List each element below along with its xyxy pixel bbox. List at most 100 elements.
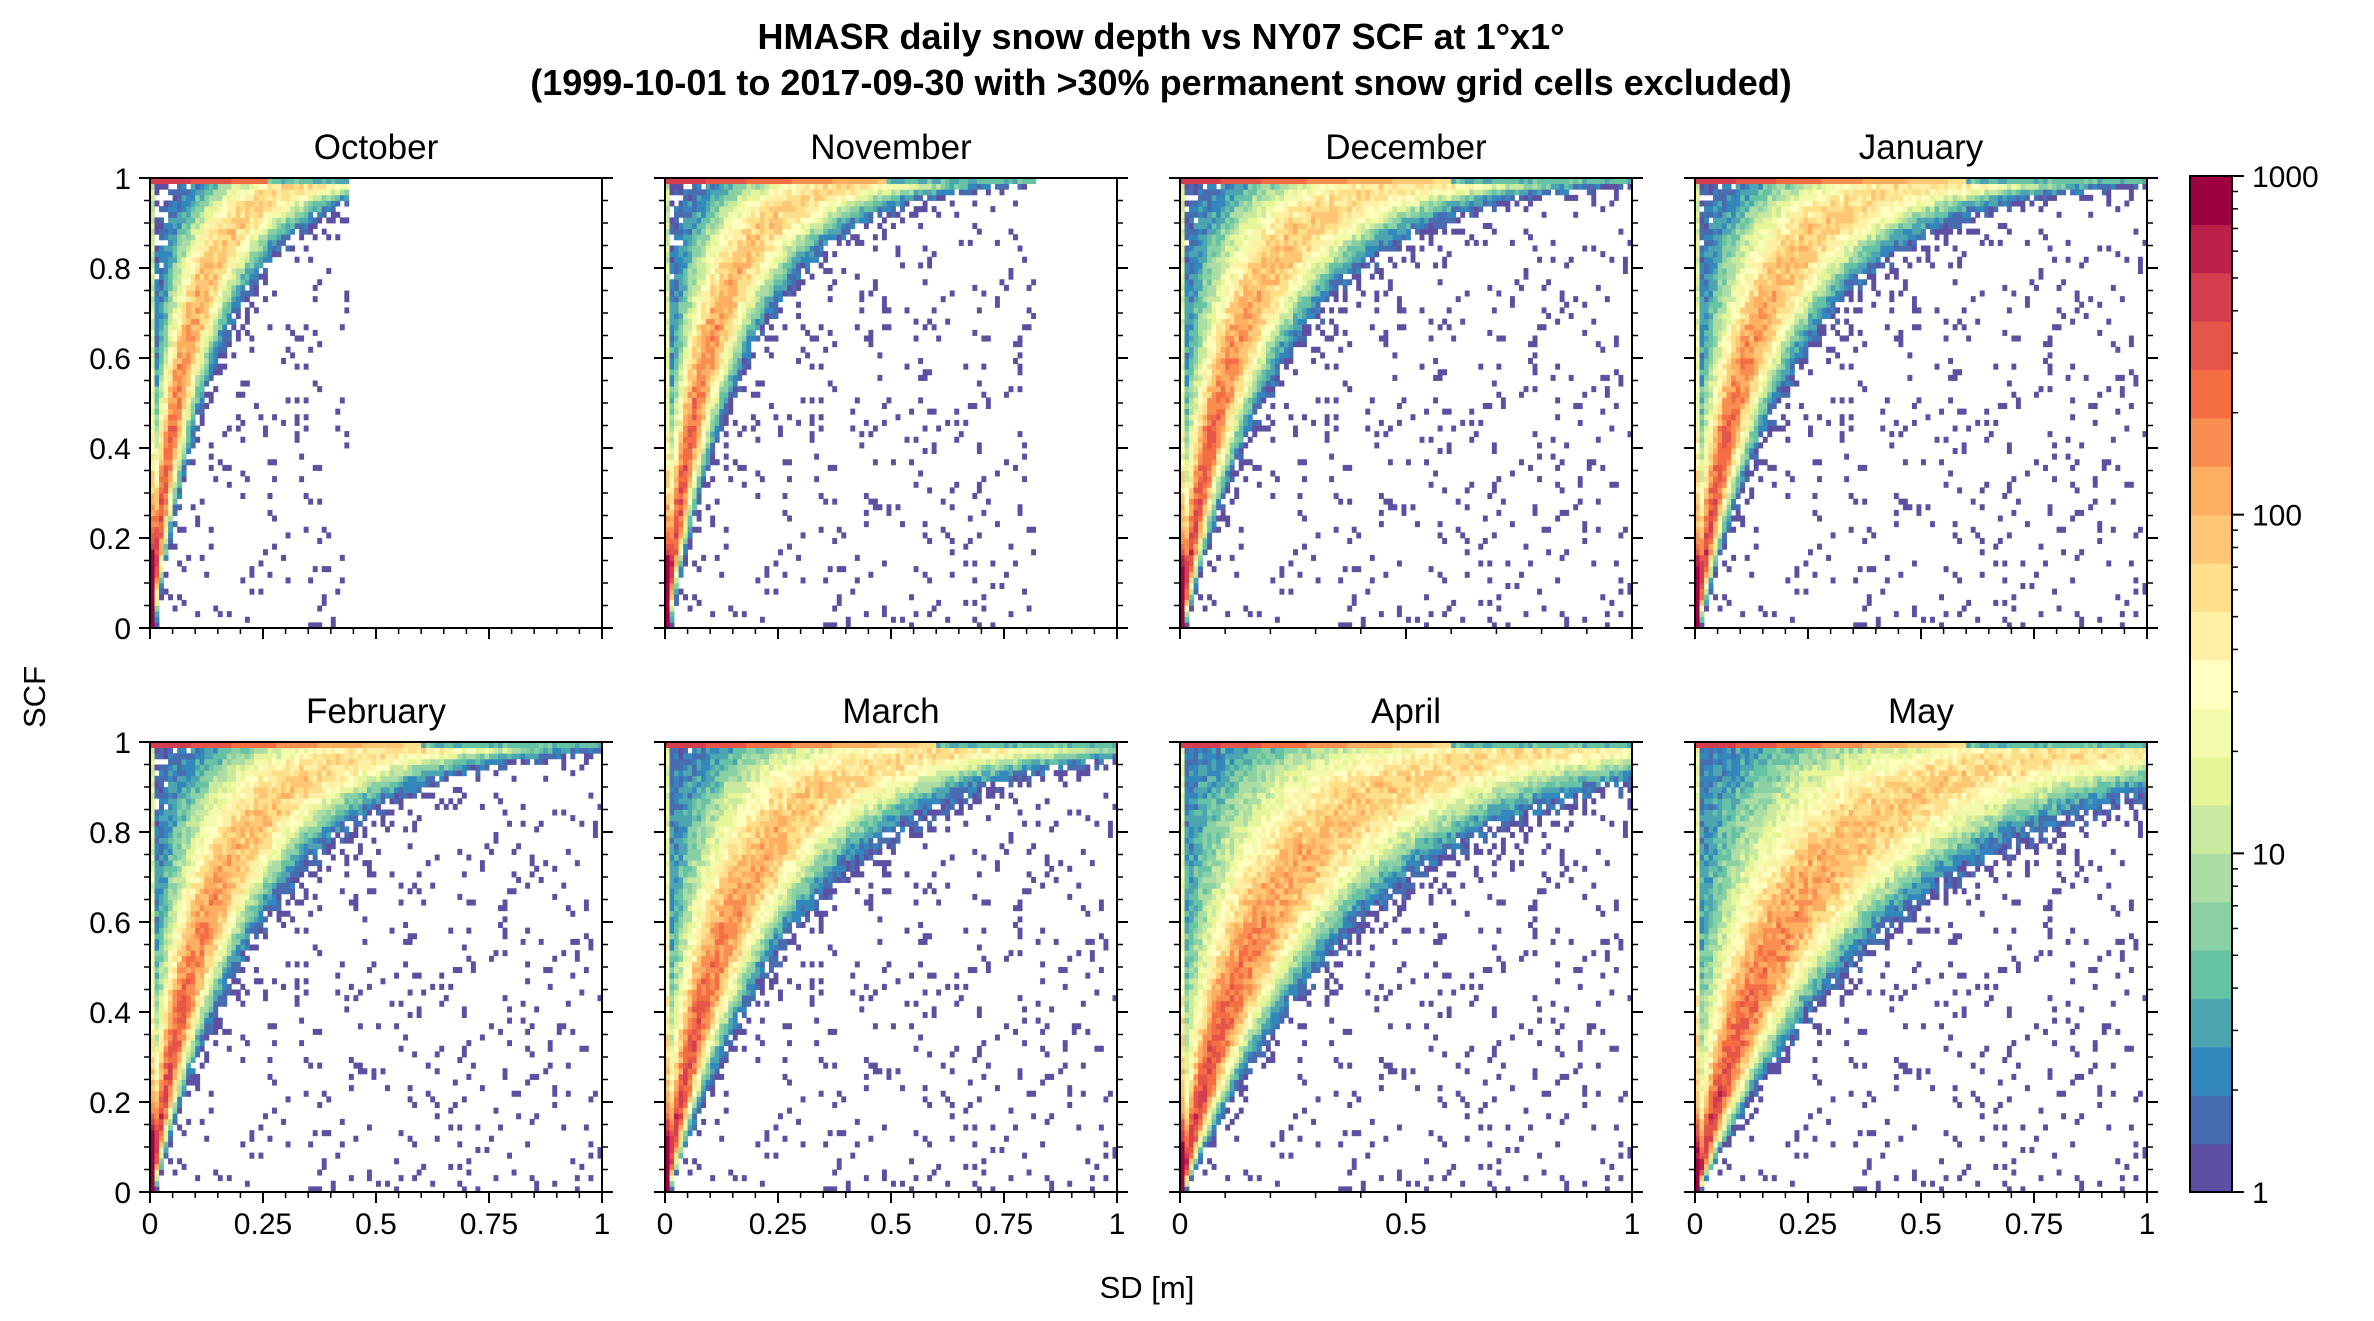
heatmap-cell (863, 217, 869, 224)
heatmap-cell (267, 194, 273, 201)
heatmap-cell (714, 223, 720, 230)
heatmap-cell (696, 318, 702, 325)
heatmap-cell (1225, 380, 1231, 387)
heatmap-cell (787, 414, 792, 421)
heatmap-cell (710, 408, 716, 415)
heatmap-cell (773, 268, 779, 275)
heatmap-cell (1180, 329, 1185, 336)
heatmap-cell (1546, 313, 1552, 320)
heatmap-cell (755, 324, 761, 331)
heatmap-cell (1247, 290, 1253, 297)
heatmap-cell (244, 245, 250, 252)
heatmap-cell (1198, 403, 1203, 410)
heatmap-cell (1234, 324, 1240, 331)
heatmap-cell (1202, 279, 1208, 286)
heatmap-cell (1559, 296, 1565, 303)
heatmap-cell (791, 200, 797, 207)
heatmap-cell (665, 509, 670, 516)
heatmap-cell (863, 189, 869, 196)
heatmap-cell (741, 256, 747, 263)
heatmap-cell (827, 464, 833, 471)
heatmap-cell (1546, 279, 1552, 286)
heatmap-cell (787, 223, 792, 230)
heatmap-cell (741, 194, 747, 201)
heatmap-cell (683, 538, 688, 545)
heatmap-cell (294, 200, 300, 207)
heatmap-cell (818, 217, 824, 224)
heatmap-cell (809, 397, 815, 404)
heatmap-cell (195, 611, 201, 618)
heatmap-cell (276, 200, 282, 207)
heatmap-cell (1189, 284, 1194, 291)
heatmap-cell (1198, 391, 1203, 398)
heatmap-cell (150, 256, 155, 263)
heatmap-cell (1243, 296, 1249, 303)
heatmap-cell (1180, 442, 1185, 449)
heatmap-cell (177, 194, 183, 201)
heatmap-cell (931, 206, 937, 213)
heatmap-cell (940, 178, 946, 185)
heatmap-cell (1555, 318, 1561, 325)
heatmap-cell (1270, 403, 1276, 410)
heatmap-cell (204, 178, 210, 185)
heatmap-cell (669, 566, 675, 573)
heatmap-cell (177, 324, 183, 331)
heatmap-cell (1297, 318, 1303, 325)
heatmap-cell (1315, 346, 1321, 353)
heatmap-cell (1216, 363, 1222, 370)
heatmap-cell (886, 397, 892, 404)
heatmap-cell (909, 408, 914, 415)
heatmap-cell (163, 329, 169, 336)
heatmap-cell (1342, 566, 1348, 573)
heatmap-cell (737, 234, 743, 241)
heatmap-cell (276, 211, 282, 218)
heatmap-cell (285, 183, 291, 190)
heatmap-cell (705, 397, 711, 404)
heatmap-cell (231, 217, 237, 224)
heatmap-cell (204, 189, 210, 196)
heatmap-cell (159, 588, 164, 595)
heatmap-cell (1216, 487, 1222, 494)
heatmap-cell (1189, 605, 1194, 612)
heatmap-cell (1496, 605, 1502, 612)
heatmap-cell (263, 194, 268, 201)
heatmap-cell (710, 228, 716, 235)
heatmap-cell (195, 358, 201, 365)
heatmap-cell (909, 194, 914, 201)
heatmap-cell (678, 448, 684, 455)
heatmap-cell (732, 318, 738, 325)
heatmap-cell (710, 279, 716, 286)
heatmap-cell (1261, 307, 1267, 314)
heatmap-cell (922, 571, 928, 578)
heatmap-cell (1220, 391, 1226, 398)
heatmap-cell (759, 256, 765, 263)
heatmap-cell (723, 386, 729, 393)
heatmap-cell (1229, 313, 1235, 320)
heatmap-cell (1229, 363, 1235, 370)
heatmap-cell (755, 284, 761, 291)
heatmap-cell (190, 329, 196, 336)
heatmap-cell (723, 217, 729, 224)
heatmap-cell (669, 425, 675, 432)
heatmap-cell (1193, 549, 1199, 556)
heatmap-cell (692, 481, 698, 488)
heatmap-cell (222, 239, 228, 246)
heatmap-cell (719, 251, 725, 258)
heatmap-cell (678, 251, 684, 258)
heatmap-cell (150, 369, 155, 376)
heatmap-cell (208, 262, 214, 269)
heatmap-cell (949, 200, 955, 207)
heatmap-cell (1279, 335, 1285, 342)
heatmap-cell (186, 301, 192, 308)
heatmap-cell (163, 296, 169, 303)
heatmap-cell (1180, 476, 1185, 483)
heatmap-cell (1519, 284, 1524, 291)
heatmap-cell (701, 442, 707, 449)
heatmap-cell (1365, 588, 1371, 595)
heatmap-cell (154, 476, 160, 483)
heatmap-cell (750, 273, 756, 280)
heatmap-cell (1193, 268, 1199, 275)
heatmap-cell (796, 228, 801, 235)
heatmap-cell (1225, 273, 1231, 280)
heatmap-cell (172, 408, 178, 415)
